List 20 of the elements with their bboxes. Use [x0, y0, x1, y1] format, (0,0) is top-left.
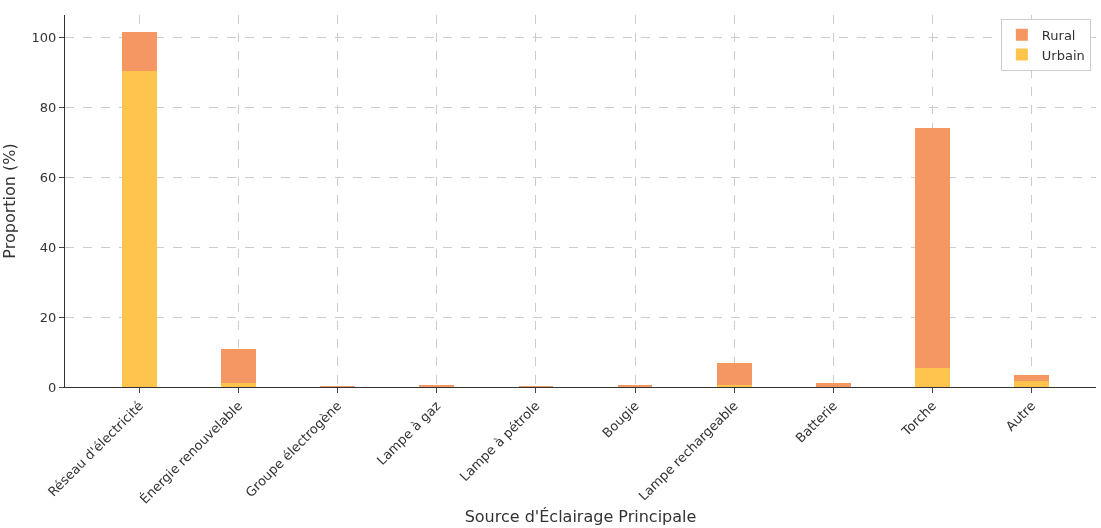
- bar: [716, 362, 752, 386]
- y-tick-label: 40: [39, 239, 57, 255]
- bar: [1014, 380, 1049, 387]
- bar: [1014, 375, 1049, 381]
- bar: [122, 70, 157, 387]
- y-tick-label: 60: [39, 169, 57, 185]
- bar: [221, 348, 256, 383]
- y-tick-label: 80: [39, 100, 57, 116]
- legend-label: Rural: [1041, 27, 1076, 43]
- legend-label: Urbain: [1041, 47, 1085, 63]
- x-axis-title: Source d'Éclairage Principale: [464, 507, 697, 527]
- y-axis-title: Proportion (%): [0, 143, 19, 259]
- bar: [915, 127, 950, 369]
- y-tick-label: 20: [39, 309, 57, 325]
- bar: [915, 368, 950, 387]
- bar: [815, 383, 851, 387]
- bar: [221, 382, 256, 387]
- y-tick-label: 0: [48, 379, 57, 395]
- y-tick-label: 100: [31, 30, 57, 46]
- bar: [122, 32, 157, 71]
